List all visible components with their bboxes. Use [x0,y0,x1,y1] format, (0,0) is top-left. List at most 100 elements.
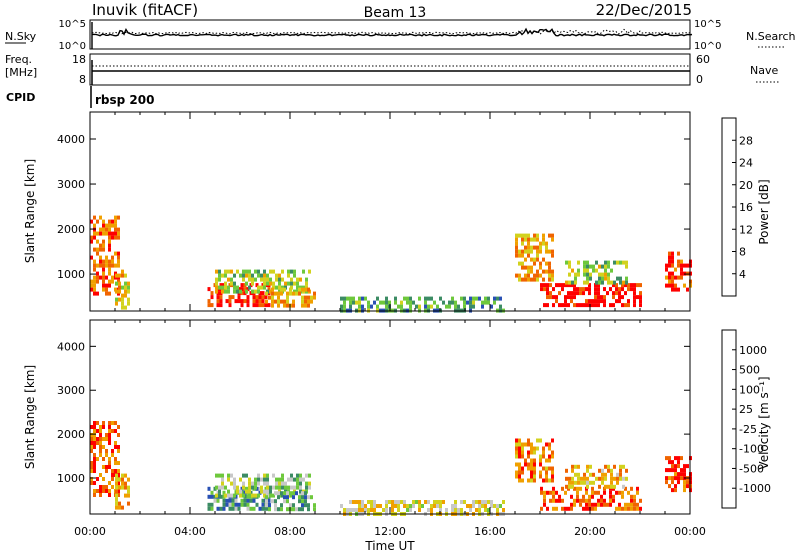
data-cell-3 [248,489,251,494]
nsearch-tick-top: 10^5 [694,19,721,30]
data-cell-7 [597,291,600,296]
data-cell-8 [568,264,571,269]
data-cell-0 [96,421,99,425]
data-cell-0 [114,219,117,224]
data-cell-7 [600,502,603,507]
data-cell-3 [266,477,269,482]
data-cell-6 [548,269,551,274]
data-cell-5 [400,304,403,309]
data-cell-3 [290,473,293,478]
data-cell-3 [278,477,281,482]
data-cell-3 [281,493,284,498]
data-cell-7 [633,502,636,507]
colorbar-tick-label: 25 [739,403,753,416]
data-cell-7 [603,295,606,300]
data-cell-8 [592,268,595,273]
data-cell-2 [213,498,217,503]
data-cell-5 [373,500,376,504]
data-cell-7 [549,291,552,296]
data-cell-3 [242,485,245,490]
data-cell-6 [530,470,533,475]
data-cell-4 [310,495,313,500]
data-cell-9 [665,476,668,481]
data-cell-3 [230,493,233,498]
data-cell-5 [496,508,499,512]
data-cell-9 [683,484,686,489]
data-cell-1 [118,289,121,294]
data-cell-1 [124,473,127,478]
data-cell-0 [99,259,102,264]
data-cell-9 [668,460,671,465]
data-cell-8 [622,464,625,469]
data-cell-0 [117,425,120,429]
data-cell-5 [484,504,487,508]
data-cell-8 [619,476,622,481]
data-cell-0 [117,433,120,437]
data-cell-5 [340,504,343,508]
data-cell-0 [93,421,96,425]
data-cell-4 [292,303,295,308]
data-cell-6 [536,249,539,254]
data-cell-5 [481,304,484,309]
data-cell-3 [221,481,224,486]
data-cell-9 [671,259,674,264]
data-cell-4 [277,295,280,300]
data-cell-6 [533,446,536,451]
data-cell-2 [216,299,220,304]
colorbar-tick-label: 12 [739,223,753,236]
data-cell-2 [234,502,238,507]
data-cell-8 [601,280,604,285]
data-cell-3 [266,277,269,282]
data-cell-4 [301,499,304,504]
data-cell-5 [496,504,499,508]
data-cell-5 [451,508,454,512]
data-cell-3 [215,285,218,290]
data-cell-7 [639,506,642,511]
data-cell-8 [604,472,607,477]
data-cell-6 [545,241,548,246]
data-cell-5 [406,300,409,305]
data-cell-9 [674,476,677,481]
data-cell-6 [551,466,554,471]
data-cell-3 [269,289,272,294]
data-cell-6 [530,458,533,463]
data-cell-4 [283,303,286,308]
data-cell-8 [568,260,571,265]
data-cell-1 [121,505,124,510]
data-cell-0 [108,231,111,236]
data-cell-3 [296,285,299,290]
data-cell-7 [552,303,555,308]
data-cell-7 [546,506,549,511]
data-cell-6 [548,233,551,238]
data-cell-6 [542,241,545,246]
data-cell-3 [260,489,263,494]
data-cell-0 [99,275,102,280]
data-cell-3 [215,269,218,274]
data-cell-7 [618,490,621,495]
data-cell-0 [108,489,111,493]
data-cell-6 [515,249,518,254]
data-cell-4 [304,499,307,504]
data-cell-7 [603,287,606,292]
data-cell-7 [603,299,606,304]
data-cell-8 [619,472,622,477]
data-cell-8 [610,484,613,489]
data-cell-3 [275,285,278,290]
data-cell-3 [296,485,299,490]
data-cell-7 [579,287,582,292]
data-cell-8 [607,272,610,277]
data-cell-9 [671,279,674,284]
nsearch-tick-bottom: 10^0 [694,41,721,52]
data-cell-5 [373,300,376,305]
data-cell-8 [571,464,574,469]
data-cell-8 [577,464,580,469]
data-cell-6 [548,466,551,471]
y-tick-label: 4000 [57,340,85,353]
data-cell-1 [127,485,130,490]
data-cell-2 [243,299,247,304]
data-cell-3 [233,281,236,286]
data-cell-3 [230,473,233,478]
data-cell-5 [430,508,433,512]
data-cell-6 [530,442,533,447]
data-cell-3 [218,489,221,494]
